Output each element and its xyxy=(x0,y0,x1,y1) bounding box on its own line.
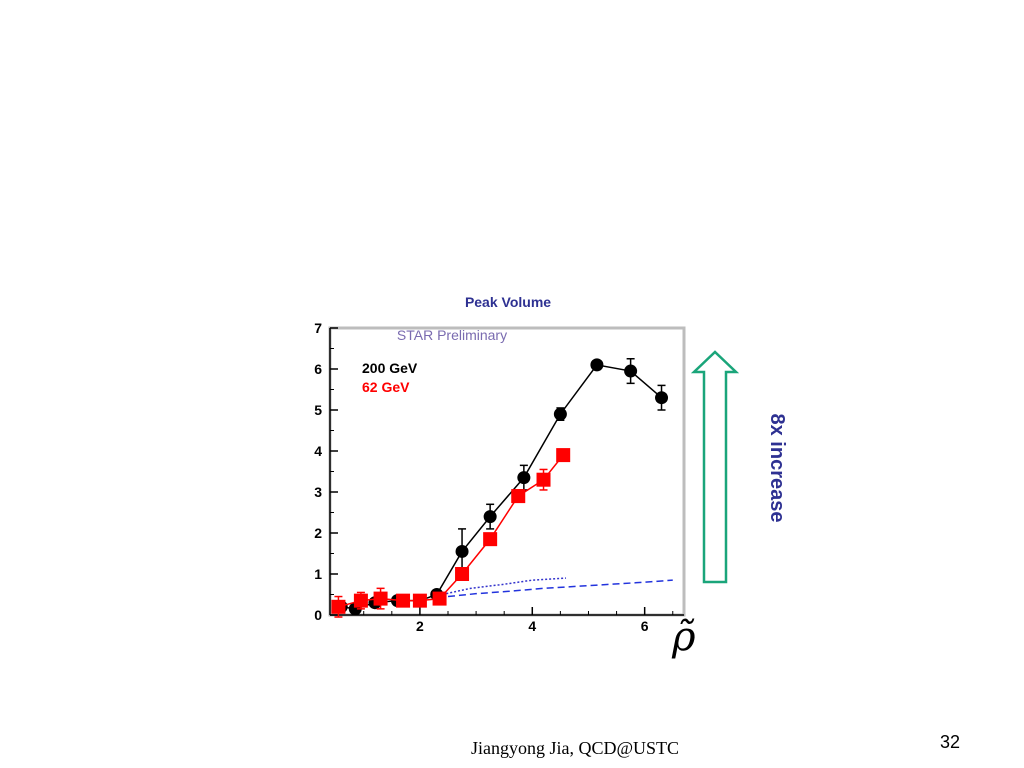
arrow-shape xyxy=(690,350,740,584)
y-tick-label: 7 xyxy=(314,320,322,336)
legend-entry: 200 GeV xyxy=(362,360,418,376)
data-point xyxy=(455,567,470,581)
y-tick-label: 4 xyxy=(314,443,322,459)
plot-frame xyxy=(328,326,686,617)
page-number: 32 xyxy=(939,732,961,752)
data-point xyxy=(536,472,551,487)
y-tick-label: 0 xyxy=(314,607,322,623)
rho-tilde-symbol: ρ̃ xyxy=(672,614,696,660)
data-point xyxy=(331,599,346,614)
data-point xyxy=(655,391,669,405)
y-tick-label: 6 xyxy=(314,361,322,377)
data-point xyxy=(396,593,411,608)
data-point xyxy=(455,544,469,558)
data-point xyxy=(590,358,604,372)
data-point xyxy=(511,489,526,504)
x-tick-label: 6 xyxy=(641,618,649,634)
data-point xyxy=(373,591,388,606)
data-point xyxy=(556,448,571,463)
y-tick-label: 1 xyxy=(314,566,322,582)
chart-title: Peak Volume xyxy=(464,294,552,310)
x-tick-label: 2 xyxy=(416,618,424,634)
legend-entry: 62 GeV xyxy=(362,379,410,395)
reference-curve xyxy=(447,579,673,598)
data-point xyxy=(483,510,497,524)
y-tick-label: 2 xyxy=(314,525,322,541)
data-point xyxy=(517,471,531,485)
arrow-label: 8x increase xyxy=(766,413,788,523)
data-point xyxy=(553,407,567,421)
data-point xyxy=(483,532,498,547)
data-point xyxy=(432,591,447,606)
footer-text: Jiangyong Jia, QCD@USTC xyxy=(470,738,680,758)
data-point xyxy=(412,593,427,608)
y-tick-label: 3 xyxy=(314,484,322,500)
x-tick-label: 4 xyxy=(528,618,536,634)
star-preliminary-label: STAR Preliminary xyxy=(397,327,507,343)
data-point xyxy=(624,364,638,378)
data-point xyxy=(353,593,368,608)
y-tick-label: 5 xyxy=(314,402,322,418)
